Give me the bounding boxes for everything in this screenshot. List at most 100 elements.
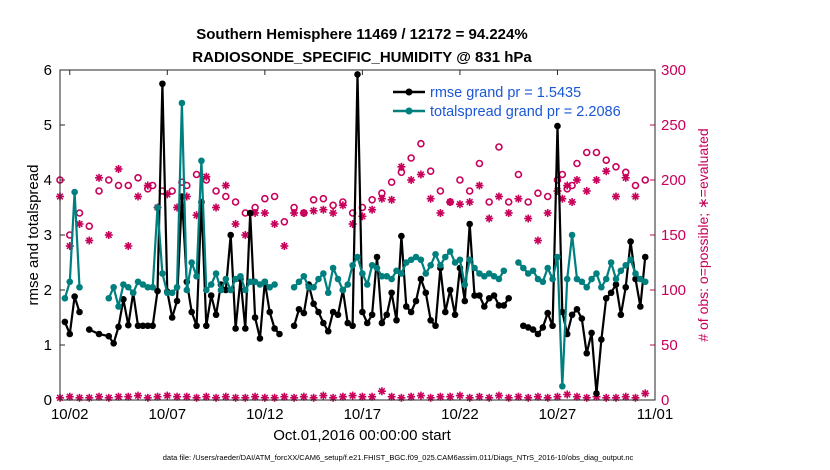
totalspread-point	[437, 261, 444, 269]
totalspread-point	[339, 286, 347, 294]
obs-near-zero-marker	[387, 392, 396, 401]
totalspread-point	[300, 272, 308, 280]
obs-possible-marker	[417, 139, 425, 148]
obs-evaluated-marker	[329, 209, 338, 217]
obs-possible-marker	[456, 176, 464, 184]
totalspread-point	[154, 204, 161, 211]
obs-possible-marker	[309, 196, 318, 204]
x-tick-label: 10/07	[149, 406, 187, 423]
obs-evaluated-marker	[475, 181, 484, 190]
obs-near-zero-marker	[124, 392, 133, 401]
rmse-point	[407, 308, 415, 316]
rmse-point	[154, 287, 161, 295]
rmse-point	[110, 340, 117, 347]
obs-near-zero-marker	[426, 393, 435, 402]
y-right-tick-label: 0	[661, 392, 669, 409]
rmse-point	[617, 311, 625, 319]
obs-evaluated-marker	[212, 203, 221, 212]
rmse-point	[383, 311, 391, 319]
rmse-point	[427, 316, 434, 324]
obs-evaluated-marker	[592, 176, 601, 184]
rmse-point	[593, 390, 600, 397]
obs-near-zero-marker	[504, 393, 513, 402]
obs-possible-marker	[104, 176, 113, 184]
rmse-point	[315, 308, 322, 316]
totalspread-point	[534, 275, 542, 283]
obs-possible-marker	[553, 176, 562, 184]
obs-evaluated-marker	[95, 173, 104, 182]
x-tick-label: 10/27	[539, 406, 577, 423]
obs-near-zero-marker	[114, 392, 123, 401]
obs-evaluated-marker	[309, 206, 318, 215]
rmse-point	[627, 238, 634, 245]
totalspread-point	[485, 270, 493, 277]
obs-near-zero-marker	[465, 393, 474, 402]
obs-near-zero-marker	[494, 391, 503, 400]
totalspread-point	[641, 278, 649, 286]
obs-near-zero-marker	[241, 393, 250, 402]
obs-evaluated-marker	[134, 192, 143, 201]
totalspread-point	[168, 289, 176, 297]
obs-possible-marker	[270, 192, 279, 201]
totalspread-point	[61, 294, 69, 302]
totalspread-point	[573, 275, 581, 283]
totalspread-point	[607, 259, 615, 266]
x-tick-label: 10/02	[51, 406, 89, 423]
rmse-point	[432, 322, 439, 330]
obs-evaluated-marker	[290, 209, 299, 217]
rmse-point	[485, 294, 493, 302]
rmse-point	[529, 326, 537, 333]
totalspread-point	[598, 283, 605, 291]
rmse-point	[607, 289, 615, 297]
totalspread-point	[295, 278, 303, 286]
obs-possible-marker	[192, 170, 201, 179]
rmse-point	[207, 292, 215, 299]
y-tick-label: 4	[44, 172, 52, 189]
totalspread-point	[422, 270, 430, 277]
obs-near-zero-marker	[563, 390, 572, 399]
obs-evaluated-marker	[485, 214, 494, 223]
obs-possible-marker	[495, 143, 503, 151]
totalspread-point	[476, 270, 483, 277]
obs-possible-marker	[387, 178, 396, 186]
obs-possible-marker	[85, 222, 94, 230]
rmse-point	[398, 232, 405, 240]
obs-evaluated-marker	[241, 231, 250, 239]
obs-possible-marker	[134, 174, 142, 182]
rmse-point	[266, 308, 274, 316]
legend-rmse-marker	[405, 88, 413, 96]
rmse-point	[534, 330, 542, 338]
obs-near-zero-marker	[260, 393, 269, 402]
plot-frame	[59, 69, 656, 401]
obs-near-zero-marker	[446, 392, 455, 401]
rmse-point	[500, 302, 508, 309]
obs-possible-marker	[631, 181, 640, 190]
y-tick-label: 6	[44, 62, 52, 79]
obs-near-zero-marker	[543, 393, 552, 402]
rmse-point	[76, 308, 83, 316]
obs-near-zero-marker	[524, 393, 533, 402]
rmse-point	[251, 314, 259, 321]
rmse-point	[124, 321, 132, 329]
obs-possible-marker	[573, 159, 581, 168]
rmse-point	[471, 292, 478, 299]
totalspread-point	[393, 267, 400, 275]
rmse-point	[441, 308, 449, 316]
rmse-point	[637, 303, 644, 310]
rmse-point	[256, 335, 264, 342]
obs-near-zero-marker	[280, 392, 289, 401]
rmse-point	[71, 293, 78, 300]
totalspread-point	[412, 253, 420, 261]
totalspread-point	[217, 286, 225, 294]
rmse-point	[115, 323, 122, 331]
obs-possible-marker	[280, 218, 289, 226]
totalspread-point	[173, 283, 181, 291]
y-axis-label: rmse and totalspread	[25, 165, 42, 306]
totalspread-point	[315, 275, 322, 283]
obs-near-zero-marker	[358, 392, 367, 401]
obs-near-zero-marker	[602, 393, 611, 402]
totalspread-point	[71, 188, 78, 196]
rmse-point	[168, 314, 176, 321]
obs-near-zero-marker	[163, 391, 172, 400]
